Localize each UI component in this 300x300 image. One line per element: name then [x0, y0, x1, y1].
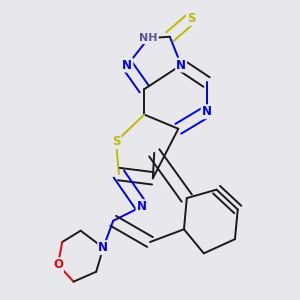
Text: S: S	[112, 135, 120, 148]
Text: N: N	[122, 58, 132, 72]
Text: N: N	[98, 241, 108, 254]
Text: NH: NH	[139, 33, 158, 43]
Text: N: N	[202, 105, 212, 118]
Text: O: O	[53, 258, 63, 271]
Text: N: N	[176, 58, 186, 72]
Text: S: S	[187, 12, 195, 25]
Text: N: N	[136, 200, 146, 213]
